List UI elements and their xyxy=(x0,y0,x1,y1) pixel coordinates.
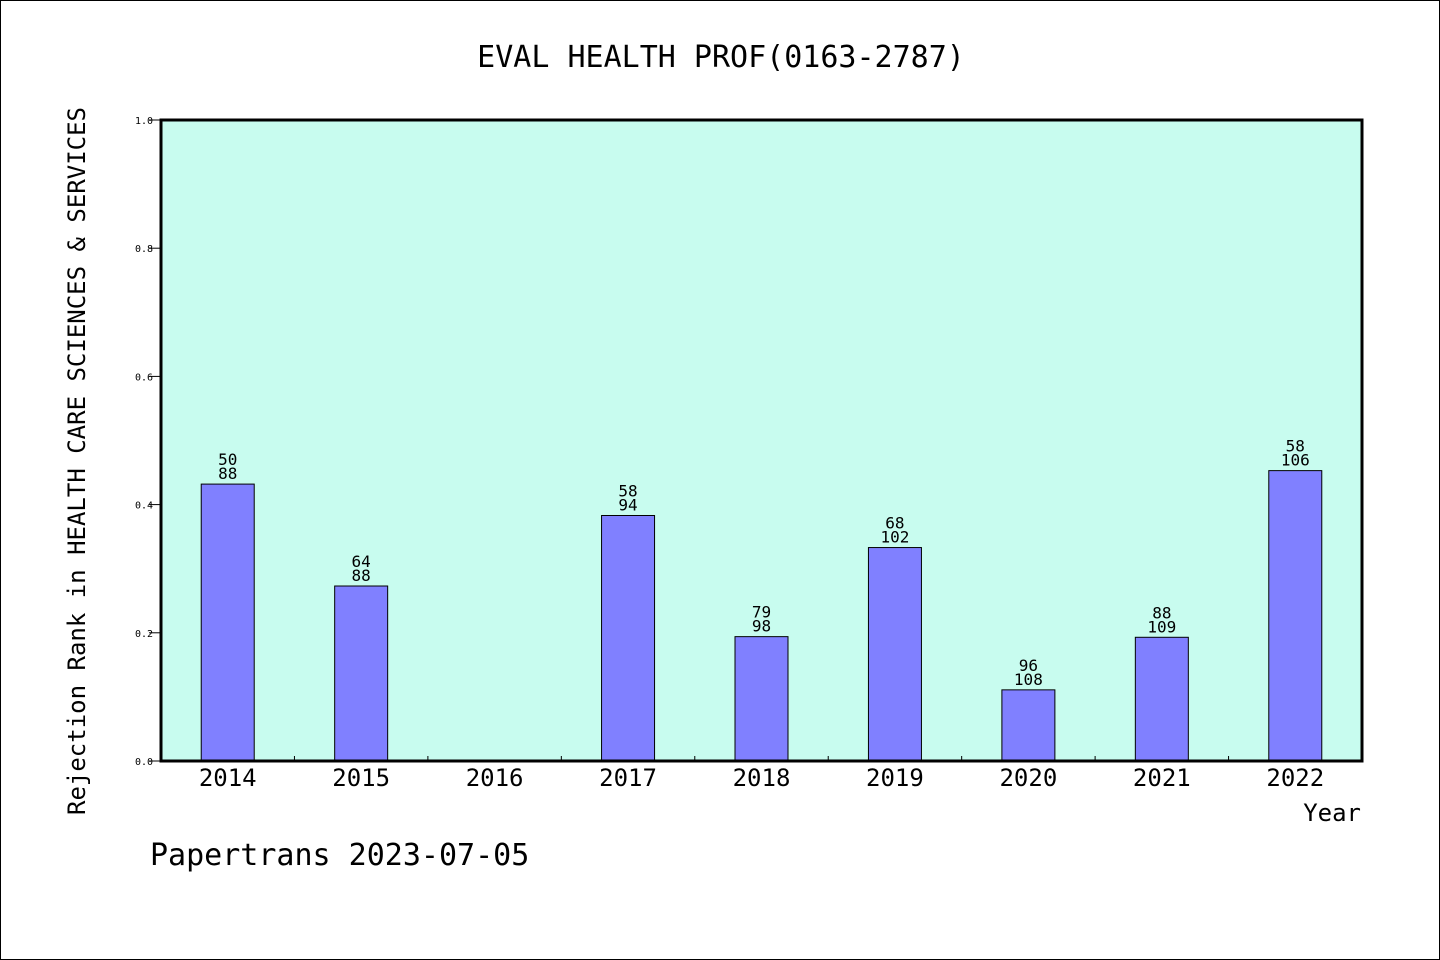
bar-rank-label-2015: 64 xyxy=(352,552,371,571)
bar-total-label-2021: 109 xyxy=(1147,617,1176,636)
x-tick-label-2020: 2020 xyxy=(999,764,1057,792)
bar-rank-label-2020: 96 xyxy=(1019,656,1038,675)
x-tick-label-2016: 2016 xyxy=(466,764,524,792)
y-tick-label-0.0: 0.0 xyxy=(135,757,153,768)
bar-2015 xyxy=(334,585,389,762)
y-ticks-layer: 0.0 0.2 0.4 0.6 0.8 1.0 xyxy=(135,116,161,768)
x-axis-label: Year xyxy=(1303,799,1361,827)
bar-total-label-2022: 106 xyxy=(1281,451,1310,470)
bar-total-label-2015: 88 xyxy=(352,566,371,585)
bars-layer xyxy=(200,470,1323,762)
y-tick-label-0.8: 0.8 xyxy=(135,244,153,255)
y-tick-label-0.6: 0.6 xyxy=(135,372,153,383)
y-tick-label-0.2: 0.2 xyxy=(135,629,153,640)
bar-2017 xyxy=(601,514,656,762)
x-tick-label-2017: 2017 xyxy=(599,764,657,792)
bar-2018 xyxy=(734,636,789,762)
bar-2020 xyxy=(1001,689,1056,762)
bar-2019 xyxy=(867,547,922,762)
bar-rank-label-2021: 88 xyxy=(1152,603,1171,622)
bar-rank-label-2018: 79 xyxy=(752,603,771,622)
bar-rank-label-2022: 58 xyxy=(1286,437,1305,456)
x-tick-label-2019: 2019 xyxy=(866,764,924,792)
y-tick-label-0.4: 0.4 xyxy=(135,501,153,512)
bar-rank-label-2014: 50 xyxy=(218,450,237,469)
chart-title: EVAL HEALTH PROF(0163-2787) xyxy=(477,40,965,75)
x-tick-label-2014: 2014 xyxy=(199,764,257,792)
bar-rank-label-2019: 68 xyxy=(885,514,904,533)
y-axis-label: Rejection Rank in HEALTH CARE SCIENCES &… xyxy=(63,107,91,815)
bar-total-label-2018: 98 xyxy=(752,617,771,636)
bar-total-label-2019: 102 xyxy=(880,528,909,547)
bar-total-label-2017: 94 xyxy=(618,495,637,514)
bar-2021 xyxy=(1134,636,1189,762)
bar-2022 xyxy=(1268,470,1323,762)
x-tick-label-2021: 2021 xyxy=(1133,764,1191,792)
y-tick-label-1.0: 1.0 xyxy=(135,116,153,127)
x-tick-label-2018: 2018 xyxy=(733,764,791,792)
x-tick-label-2015: 2015 xyxy=(332,764,390,792)
bar-total-label-2020: 108 xyxy=(1014,670,1043,689)
bar-rank-label-2017: 58 xyxy=(618,481,637,500)
plot-border xyxy=(159,118,1364,763)
bar-total-label-2014: 88 xyxy=(218,464,237,483)
x-tick-label-2022: 2022 xyxy=(1266,764,1324,792)
x-ticks-layer: 2014 2015 2016 2017 2018 2019 2020 2021 2022 xyxy=(199,756,1324,792)
footer-text: Papertrans 2023-07-05 xyxy=(150,838,529,873)
bar-2014 xyxy=(200,483,255,762)
